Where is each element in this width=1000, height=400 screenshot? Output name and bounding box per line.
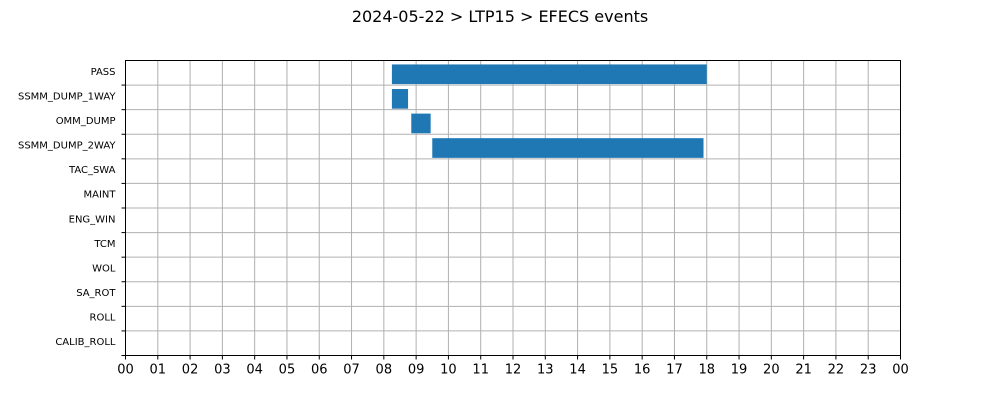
event-bar-omm-dump xyxy=(411,113,431,134)
y-tick-label: SSMM_DUMP_2WAY xyxy=(18,141,116,152)
x-tick-label: 21 xyxy=(795,363,812,378)
x-tick-label: 19 xyxy=(731,363,748,378)
axes: 00 01 02 03 04 05 06 07 08 09 10 11 12 13 14 15 16 17 18 19… xyxy=(18,67,909,378)
y-tick-label: OMM_DUMP xyxy=(56,116,116,127)
x-tick-label: 03 xyxy=(214,363,231,378)
y-tick-label: SA_ROT xyxy=(76,288,116,299)
x-tick-label: 17 xyxy=(666,363,683,378)
event-bar-ssmm-dump-1way xyxy=(391,89,409,109)
y-tick-label: CALIB_ROLL xyxy=(55,337,116,348)
x-tick-label: 07 xyxy=(343,363,360,378)
x-tick-label: 14 xyxy=(569,363,586,378)
chart-title: 2024-05-22 > LTP15 > EFECS events xyxy=(352,7,648,26)
x-tick-label: 10 xyxy=(440,363,457,378)
event-bar-ssmm-dump-2way xyxy=(432,138,704,158)
x-tick-label: 15 xyxy=(602,363,619,378)
x-tick-label: 12 xyxy=(505,363,522,378)
x-tick-label: 18 xyxy=(698,363,715,378)
x-tick-label: 00 xyxy=(892,363,909,378)
x-tick-label: 20 xyxy=(763,363,780,378)
x-tick-label: 06 xyxy=(311,363,328,378)
x-tick-label: 13 xyxy=(537,363,554,378)
x-tick-label: 00 xyxy=(117,363,134,378)
plot-frame xyxy=(125,60,901,356)
y-tick-label: SSMM_DUMP_1WAY xyxy=(18,91,116,102)
y-tick-label: MAINT xyxy=(83,190,116,201)
x-tick-label: 08 xyxy=(376,363,393,378)
event-bars xyxy=(391,64,707,158)
y-tick-label: ENG_WIN xyxy=(69,214,116,225)
event-bar-pass xyxy=(391,64,707,85)
x-tick-label: 09 xyxy=(408,363,425,378)
x-tick-label: 02 xyxy=(182,363,199,378)
y-tick-label: WOL xyxy=(92,263,116,274)
x-tick-label: 22 xyxy=(828,363,845,378)
y-tick-label: TCM xyxy=(93,239,115,250)
x-tick-label: 23 xyxy=(860,363,877,378)
x-tick-label: 04 xyxy=(246,363,263,378)
y-tick-label: TAC_SWA xyxy=(68,165,116,176)
x-tick-label: 16 xyxy=(634,363,651,378)
y-tick-label: PASS xyxy=(91,67,116,78)
x-tick-label: 05 xyxy=(279,363,296,378)
x-tick-label: 11 xyxy=(472,363,489,378)
y-tick-label: ROLL xyxy=(90,313,116,324)
grid xyxy=(125,60,901,356)
x-tick-label: 01 xyxy=(150,363,167,378)
